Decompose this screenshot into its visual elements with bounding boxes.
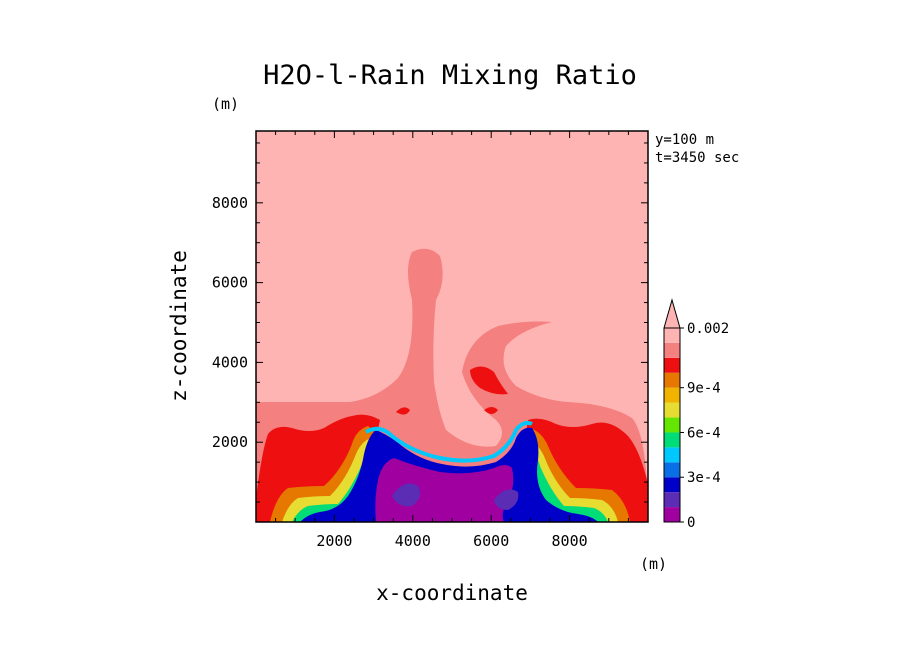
colorbar: 0 3e-4 6e-4 9e-4 0.002 <box>663 298 729 531</box>
colorbar-swatch <box>664 357 680 373</box>
y-tick-label: 6000 <box>212 274 248 292</box>
y-tick-label: 2000 <box>212 433 248 451</box>
x-unit-label: (m) <box>640 555 667 573</box>
colorbar-swatch <box>664 328 680 343</box>
y-tick-label: 8000 <box>212 194 248 212</box>
contour-band-violet <box>392 483 519 510</box>
colorbar-swatch <box>664 342 680 358</box>
chart-title: H2O-l-Rain Mixing Ratio <box>263 60 637 91</box>
colorbar-swatch <box>664 462 680 478</box>
colorbar-tick-label: 6e-4 <box>687 425 721 441</box>
x-axis-label: x-coordinate <box>376 581 528 605</box>
y-axis-label: z-coordinate <box>167 250 191 402</box>
colorbar-tick-label: 9e-4 <box>687 381 721 397</box>
colorbar-swatch <box>664 417 680 433</box>
contour-band-red-speck-1 <box>396 407 410 415</box>
colorbar-tick-label: 3e-4 <box>687 470 721 486</box>
annotation-y: y=100 m <box>655 132 714 148</box>
colorbar-frame <box>663 327 681 523</box>
x-tick-label: 2000 <box>316 532 352 550</box>
x-tick-label: 4000 <box>395 532 431 550</box>
contour-band-red-speck-2 <box>484 407 498 414</box>
colorbar-swatch <box>664 402 680 418</box>
colorbar-swatch <box>664 492 680 508</box>
contour-band-cyan <box>365 420 533 463</box>
colorbar-extend-triangle <box>663 298 681 329</box>
x-axis-ticks: 2000 4000 6000 8000 <box>275 131 629 550</box>
colorbar-swatch <box>664 432 680 448</box>
colorbar-swatch <box>664 387 680 403</box>
y-tick-label: 4000 <box>212 353 248 371</box>
contour-band-red-blob <box>470 366 508 395</box>
y-unit-label: (m) <box>212 95 239 113</box>
colorbar-swatch <box>664 477 680 493</box>
annotation-t: t=3450 sec <box>655 150 739 166</box>
colorbar-tick-label: 0.002 <box>687 321 729 337</box>
x-tick-label: 6000 <box>473 532 509 550</box>
colorbar-swatch <box>664 507 680 522</box>
colorbar-swatch <box>664 447 680 463</box>
colorbar-tick-label: 0 <box>687 515 695 531</box>
x-tick-label: 8000 <box>552 532 588 550</box>
colorbar-swatch <box>664 372 680 388</box>
contour-field <box>256 131 648 522</box>
y-axis-ticks: 2000 4000 6000 8000 <box>212 142 648 503</box>
